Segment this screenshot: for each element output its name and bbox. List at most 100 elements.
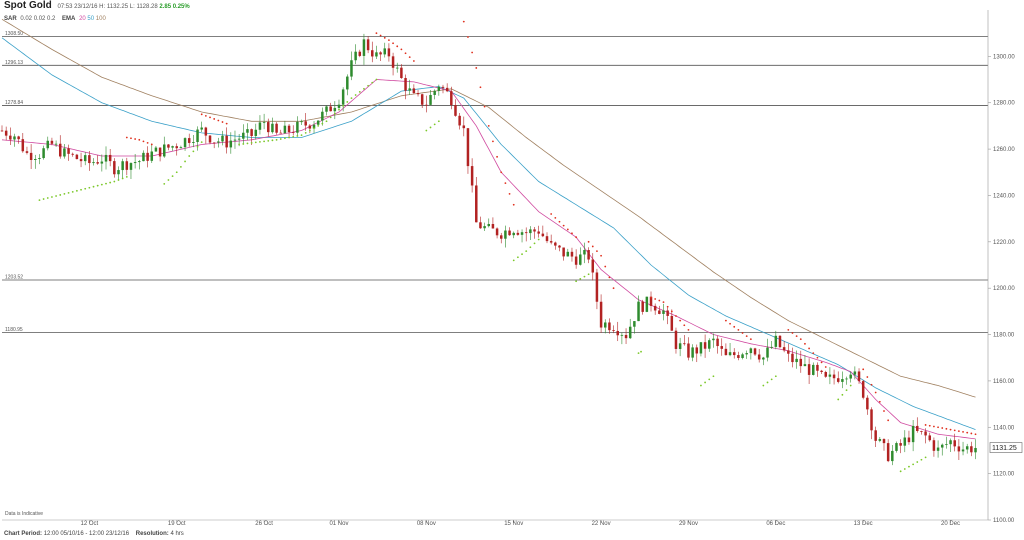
bull-candle[interactable] [121, 158, 124, 179]
bull-candle[interactable] [129, 162, 133, 180]
bear-candle[interactable] [820, 369, 823, 374]
bull-candle[interactable] [853, 366, 857, 380]
bull-candle[interactable] [383, 42, 386, 58]
bear-candle[interactable] [653, 303, 657, 315]
bear-candle[interactable] [612, 325, 615, 334]
bear-candle[interactable] [358, 49, 362, 58]
bear-candle[interactable] [899, 439, 902, 454]
bull-candle[interactable] [965, 443, 969, 454]
bear-candle[interactable] [574, 249, 578, 269]
bull-candle[interactable] [637, 295, 640, 322]
bear-candle[interactable] [391, 52, 395, 76]
bull-candle[interactable] [183, 137, 187, 151]
bear-candle[interactable] [562, 247, 565, 261]
bear-candle[interactable] [782, 341, 786, 353]
bear-candle[interactable] [21, 132, 25, 153]
bull-candle[interactable] [849, 371, 852, 383]
bull-candle[interactable] [142, 150, 145, 162]
bull-candle[interactable] [154, 146, 158, 152]
bull-candle[interactable] [678, 337, 682, 357]
bear-candle[interactable] [970, 441, 973, 457]
bear-candle[interactable] [558, 244, 561, 252]
bear-candle[interactable] [541, 225, 545, 238]
bear-candle[interactable] [587, 247, 590, 264]
bull-candle[interactable] [936, 440, 940, 458]
bull-candle[interactable] [254, 123, 258, 140]
bear-candle[interactable] [882, 438, 886, 451]
bull-candle[interactable] [246, 123, 249, 141]
bear-candle[interactable] [175, 143, 178, 156]
bear-candle[interactable] [96, 155, 99, 165]
bull-candle[interactable] [233, 130, 237, 149]
bull-candle[interactable] [437, 84, 441, 96]
bear-candle[interactable] [445, 83, 449, 93]
bull-candle[interactable] [895, 441, 898, 453]
bear-candle[interactable] [554, 241, 557, 250]
bear-candle[interactable] [753, 347, 757, 356]
bear-candle[interactable] [29, 144, 33, 169]
bear-candle[interactable] [450, 86, 453, 110]
bear-candle[interactable] [720, 338, 723, 356]
bear-candle[interactable] [308, 124, 312, 134]
bear-candle[interactable] [816, 362, 819, 377]
bull-candle[interactable] [903, 430, 907, 453]
bull-candle[interactable] [138, 159, 141, 170]
bear-candle[interactable] [724, 343, 728, 356]
bear-candle[interactable] [787, 343, 790, 362]
bear-candle[interactable] [907, 430, 911, 445]
bear-candle[interactable] [916, 417, 919, 433]
bear-candle[interactable] [187, 133, 191, 147]
bull-candle[interactable] [133, 153, 137, 169]
bear-candle[interactable] [861, 380, 865, 400]
bear-candle[interactable] [687, 337, 690, 361]
bull-candle[interactable] [512, 231, 515, 239]
bull-candle[interactable] [728, 342, 732, 357]
bull-candle[interactable] [333, 101, 337, 120]
bear-candle[interactable] [703, 334, 707, 358]
bull-candle[interactable] [217, 137, 220, 148]
bear-candle[interactable] [491, 217, 495, 229]
bear-candle[interactable] [599, 294, 603, 333]
bull-candle[interactable] [841, 371, 844, 389]
bear-candle[interactable] [516, 229, 520, 236]
bull-candle[interactable] [192, 135, 195, 148]
bull-candle[interactable] [271, 117, 274, 134]
bear-candle[interactable] [674, 327, 678, 354]
bear-candle[interactable] [379, 51, 382, 61]
bear-candle[interactable] [870, 407, 873, 440]
bear-candle[interactable] [25, 146, 29, 155]
bear-candle[interactable] [466, 128, 470, 174]
bull-candle[interactable] [408, 79, 411, 95]
bear-candle[interactable] [533, 227, 536, 239]
bear-candle[interactable] [454, 99, 457, 117]
bear-candle[interactable] [167, 144, 170, 151]
bull-candle[interactable] [911, 420, 915, 452]
bull-candle[interactable] [13, 133, 16, 147]
bear-candle[interactable] [537, 225, 540, 238]
bear-candle[interactable] [212, 142, 216, 149]
bear-candle[interactable] [791, 347, 794, 368]
bull-candle[interactable] [708, 338, 711, 352]
bear-candle[interactable] [807, 358, 811, 384]
bull-candle[interactable] [845, 376, 848, 385]
bull-candle[interactable] [200, 121, 203, 133]
bull-candle[interactable] [262, 113, 266, 130]
bear-candle[interactable] [470, 158, 474, 193]
bear-candle[interactable] [71, 152, 74, 157]
bull-candle[interactable] [945, 436, 948, 449]
bull-candle[interactable] [770, 341, 773, 349]
bear-candle[interactable] [508, 227, 511, 236]
bear-candle[interactable] [695, 344, 699, 363]
bull-candle[interactable] [628, 318, 632, 340]
bull-candle[interactable] [620, 332, 624, 345]
bear-candle[interactable] [524, 227, 528, 242]
bull-candle[interactable] [117, 166, 120, 181]
bear-candle[interactable] [499, 232, 503, 244]
bull-candle[interactable] [312, 121, 316, 134]
bull-candle[interactable] [354, 44, 357, 65]
ema-label[interactable]: EMA [62, 16, 76, 22]
bull-candle[interactable] [325, 105, 328, 116]
bull-candle[interactable] [321, 107, 324, 126]
bear-candle[interactable] [4, 126, 8, 141]
bull-candle[interactable] [529, 226, 532, 240]
